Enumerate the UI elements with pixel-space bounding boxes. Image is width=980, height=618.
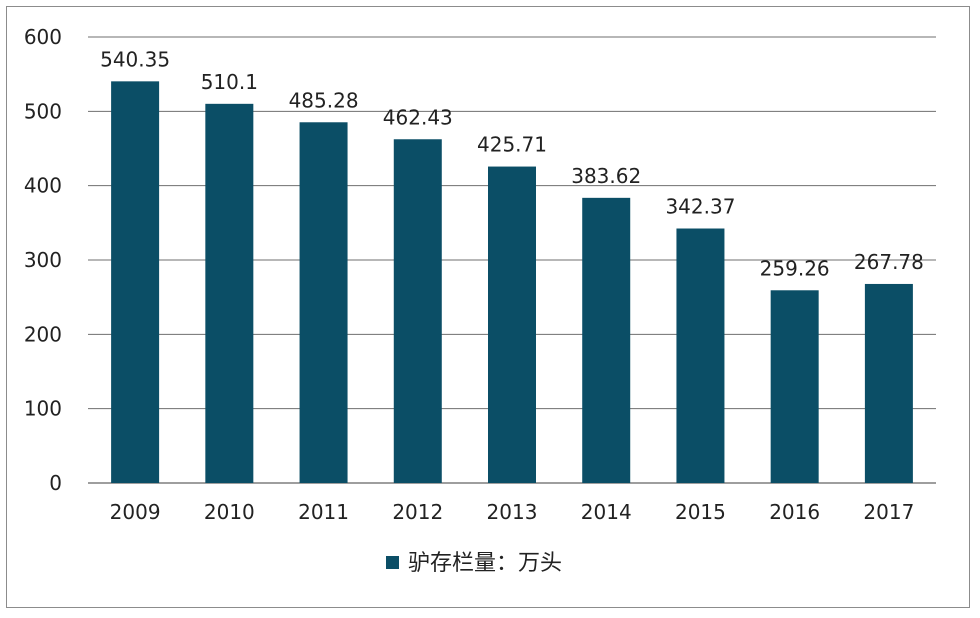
x-tick-label-2016: 2016 — [769, 500, 820, 524]
bar-2014 — [582, 197, 631, 483]
y-tick-label: 600 — [24, 25, 62, 49]
y-tick-label: 500 — [24, 99, 62, 123]
y-tick-label: 300 — [24, 248, 62, 272]
bar-2009 — [111, 81, 160, 483]
legend-label: 驴存栏量：万头 — [408, 551, 562, 576]
x-axis-tick-labels: 2009 2010 2011 2012 2013 2014 2015 2016 2017 — [110, 500, 915, 524]
x-tick-label-2015: 2015 — [675, 500, 726, 524]
data-labels: 540.35 510.1 485.28 462.43 425.71 383.62 342.3… — [100, 47, 924, 280]
data-label-2016: 259.26 — [760, 256, 830, 280]
data-label-2010: 510.1 — [201, 70, 258, 94]
data-label-2011: 485.28 — [289, 88, 359, 112]
bars — [111, 81, 913, 483]
x-tick-label-2010: 2010 — [204, 500, 255, 524]
x-tick-label-2011: 2011 — [298, 500, 349, 524]
data-label-2014: 383.62 — [571, 164, 641, 188]
y-axis-tick-labels: 0 100 200 300 400 500 600 — [24, 25, 62, 495]
legend: 驴存栏量：万头 — [386, 551, 562, 576]
bar-2017 — [864, 283, 913, 483]
bar-2010 — [205, 103, 254, 483]
data-label-2012: 462.43 — [383, 105, 453, 129]
y-tick-label: 200 — [24, 322, 62, 346]
bar-2015 — [676, 228, 725, 483]
x-tick-label-2013: 2013 — [487, 500, 538, 524]
data-label-2013: 425.71 — [477, 133, 547, 157]
y-tick-label: 0 — [49, 471, 62, 495]
x-tick-label-2009: 2009 — [110, 500, 161, 524]
data-label-2017: 267.78 — [854, 250, 924, 274]
x-tick-label-2014: 2014 — [581, 500, 632, 524]
bar-2011 — [299, 122, 348, 483]
x-tick-label-2012: 2012 — [392, 500, 443, 524]
data-label-2015: 342.37 — [665, 195, 735, 219]
y-tick-label: 100 — [24, 397, 62, 421]
bar-2016 — [770, 290, 819, 483]
bar-2012 — [393, 139, 442, 483]
data-label-2009: 540.35 — [100, 47, 170, 71]
legend-swatch — [386, 556, 399, 569]
bar-2013 — [488, 166, 536, 483]
x-tick-label-2017: 2017 — [863, 500, 914, 524]
y-tick-label: 400 — [24, 174, 62, 198]
